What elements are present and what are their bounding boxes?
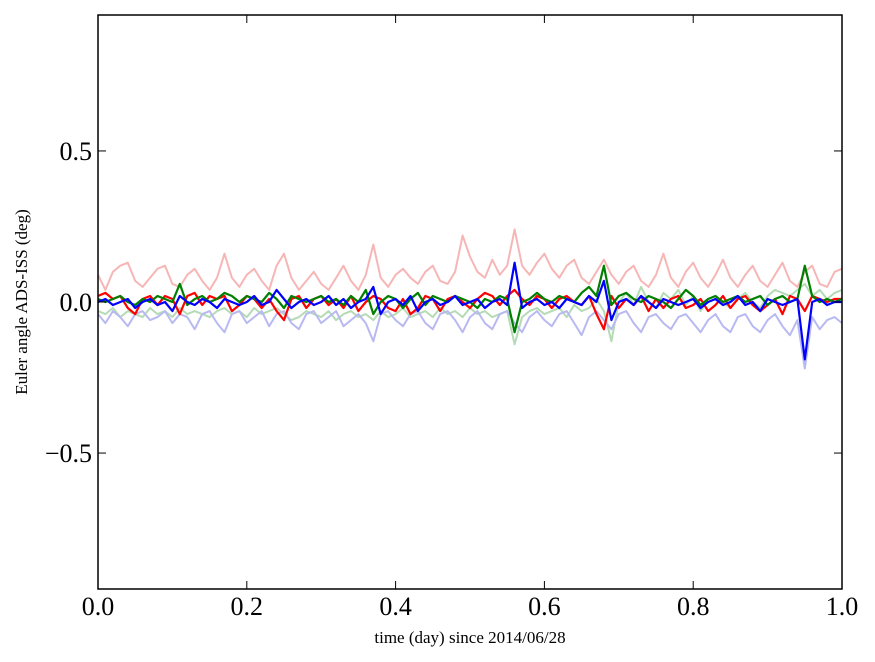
- y-tick-label: −0.5: [45, 439, 92, 468]
- y-tick-label: 0.0: [60, 288, 93, 317]
- x-axis-label: time (day) since 2014/06/28: [374, 628, 565, 647]
- x-tick-label: 1.0: [826, 592, 859, 621]
- series-line-6: [98, 261, 842, 361]
- series-layer: [98, 228, 842, 370]
- series-line-3: [98, 310, 842, 370]
- x-tick-label: 0.0: [82, 592, 115, 621]
- y-tick-label: 0.5: [60, 137, 93, 166]
- x-tick-label: 0.4: [379, 592, 412, 621]
- x-tick-label: 0.8: [677, 592, 710, 621]
- y-axis-label: Euler angle ADS-ISS (deg): [12, 209, 31, 395]
- x-tick-label: 0.6: [528, 592, 561, 621]
- series-line-1: [98, 228, 842, 291]
- tick-layer: 0.0 0.2 0.4 0.6 0.8 1.0 −0.5 0.0 0.5: [45, 15, 858, 621]
- x-tick-label: 0.2: [231, 592, 264, 621]
